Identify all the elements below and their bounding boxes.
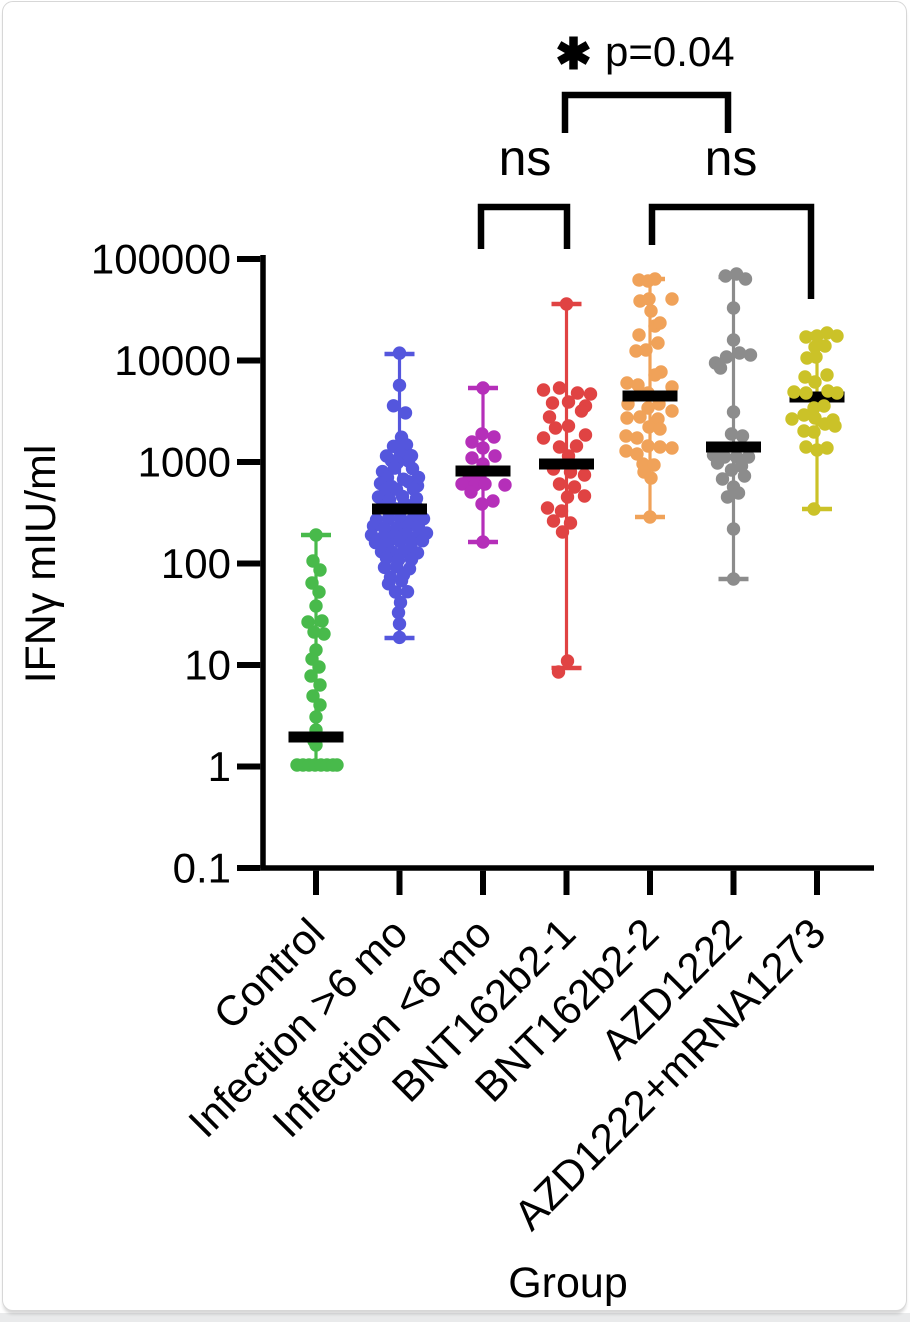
svg-text:p=0.04: p=0.04 bbox=[605, 28, 735, 75]
svg-text:1: 1 bbox=[208, 743, 231, 790]
svg-text:0.1: 0.1 bbox=[173, 845, 231, 892]
svg-text:Group: Group bbox=[508, 1259, 628, 1307]
svg-text:ns: ns bbox=[499, 130, 552, 186]
svg-text:ns: ns bbox=[705, 130, 758, 186]
svg-text:1000: 1000 bbox=[138, 439, 231, 486]
svg-text:100000: 100000 bbox=[91, 236, 231, 283]
svg-text:10000: 10000 bbox=[114, 337, 231, 384]
svg-text:IFNγ mIU/ml: IFNγ mIU/ml bbox=[17, 445, 65, 684]
svg-text:10: 10 bbox=[184, 642, 231, 689]
svg-text:100: 100 bbox=[161, 540, 231, 587]
